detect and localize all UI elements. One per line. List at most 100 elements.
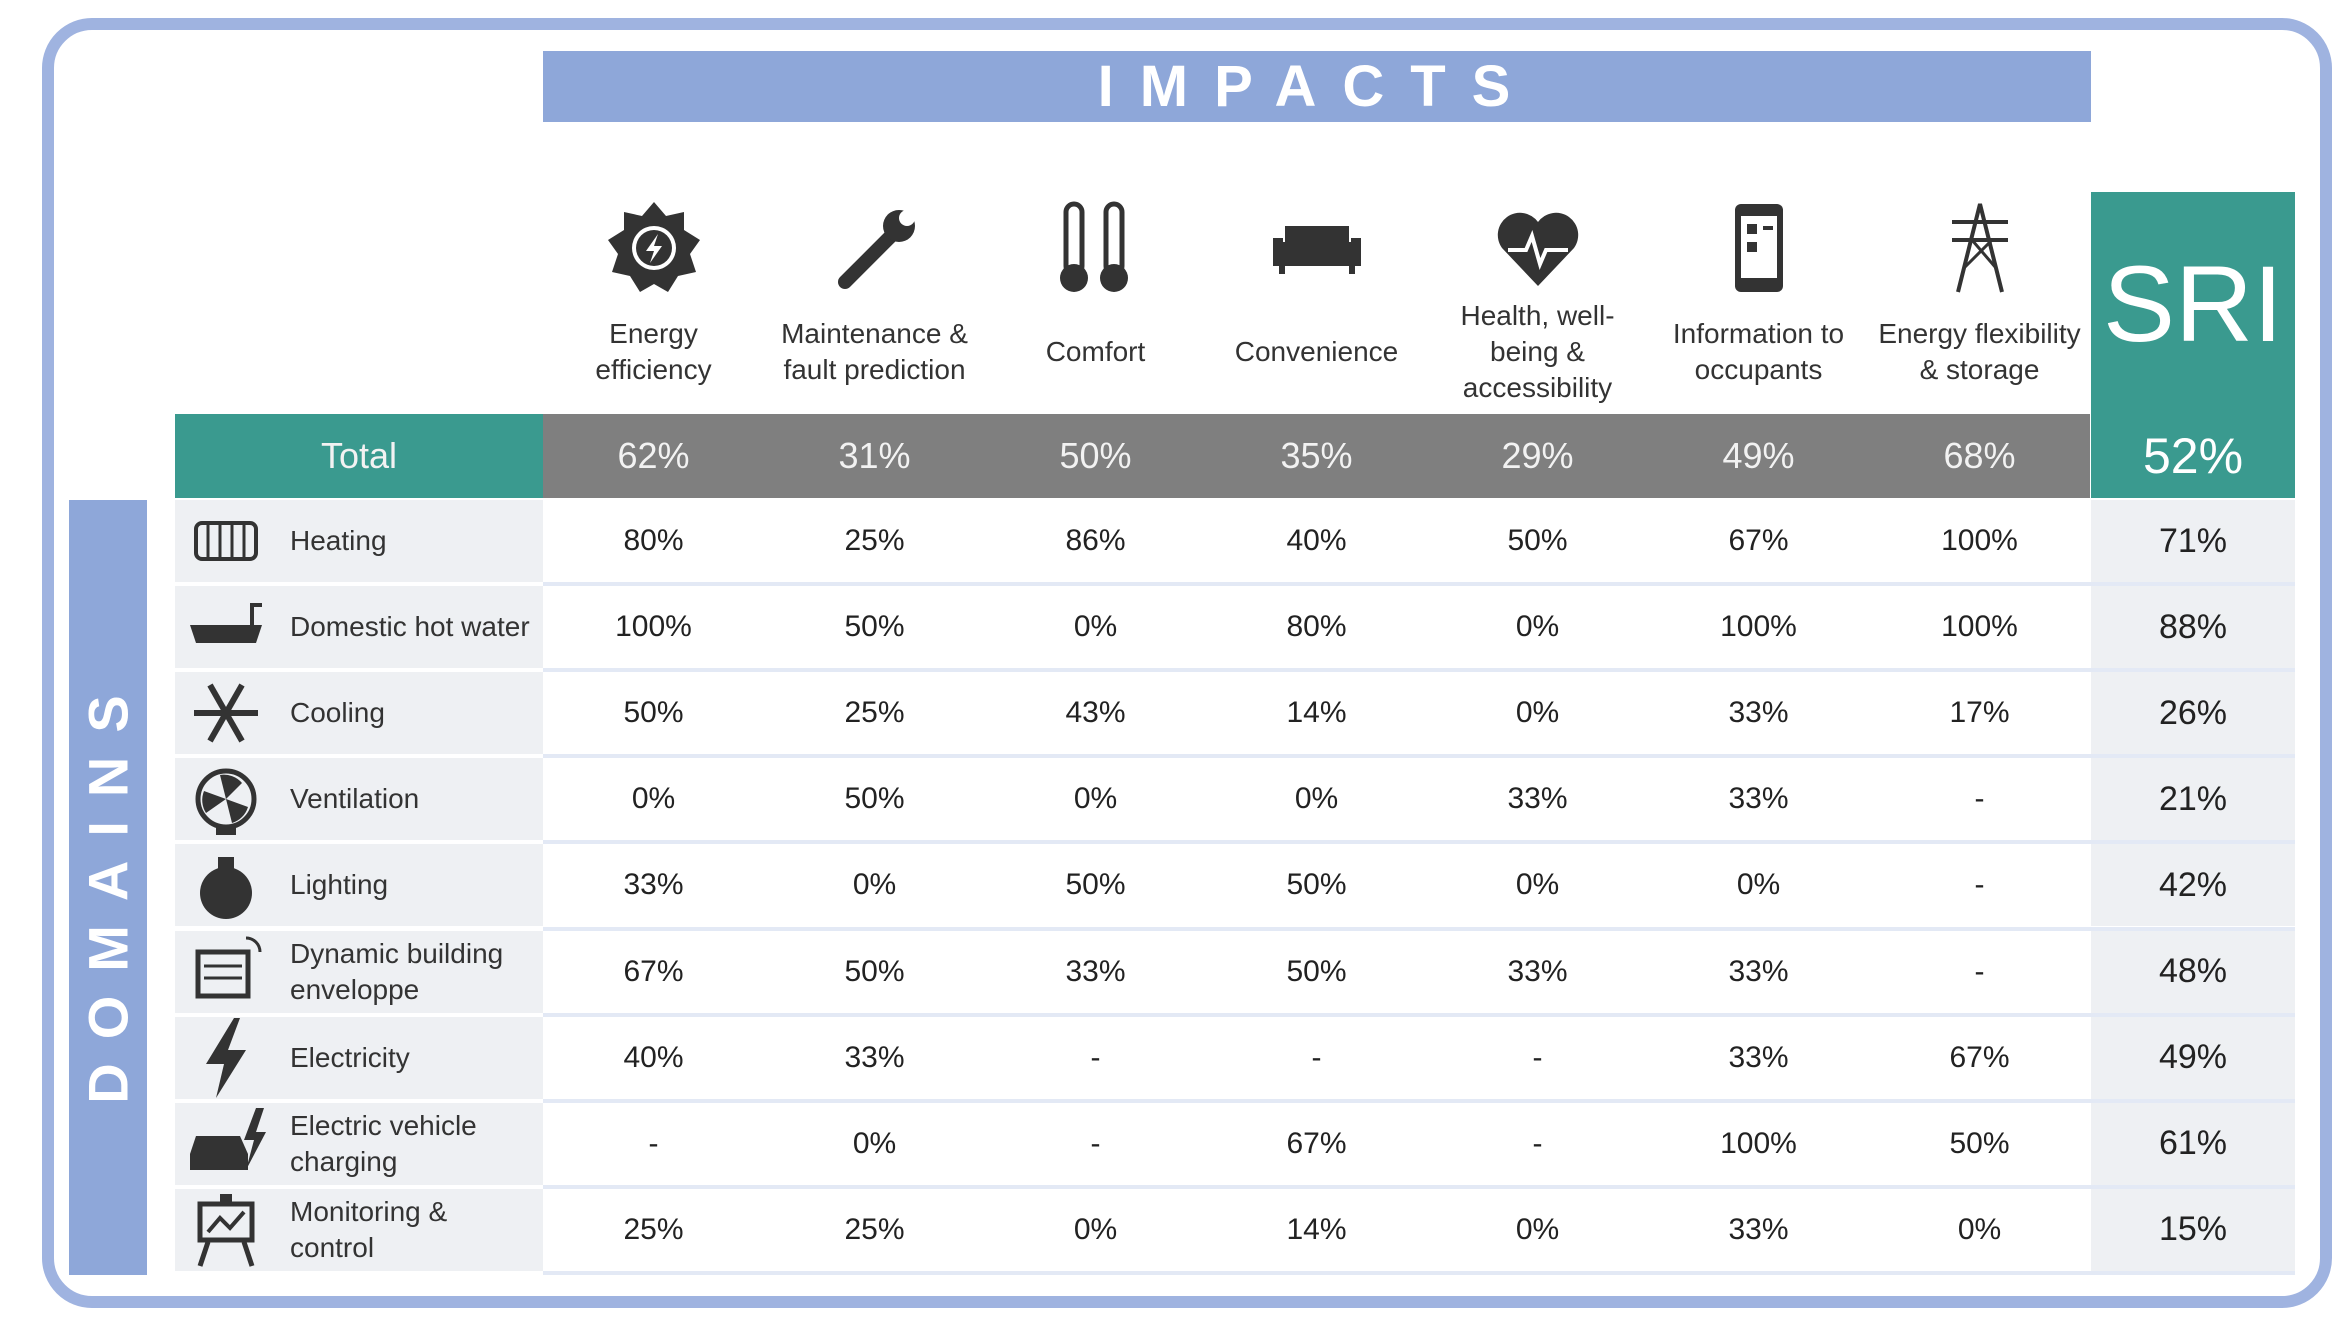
row-separator <box>543 582 2295 587</box>
value-cell: 33% <box>1728 782 1789 816</box>
row-label: Electric vehicle charging <box>175 1102 543 1185</box>
sri-cell: 26% <box>2091 672 2295 755</box>
value-cell: 80% <box>623 524 684 558</box>
sri-cell: 49% <box>2091 1016 2295 1099</box>
value-cell: 100% <box>1941 524 2018 558</box>
value-cell: 14% <box>1286 696 1347 730</box>
value-cell: 0% <box>1515 696 1560 730</box>
value-cell: 80% <box>1286 610 1347 644</box>
column-header: Health, well-being & accessibility <box>1460 300 1615 403</box>
value-cell: 33% <box>1728 954 1789 988</box>
value-cell: 0% <box>852 1126 897 1160</box>
row-background <box>543 586 2090 669</box>
value-cell: - <box>1974 954 1985 988</box>
value-cell: 33% <box>844 1040 905 1074</box>
domain-icon <box>190 603 262 644</box>
column-header: Maintenance & fault prediction <box>781 318 968 385</box>
value-cell: 50% <box>623 696 684 730</box>
sri-header: SRI <box>2091 192 2295 414</box>
row-background <box>543 758 2090 841</box>
domain-icon <box>197 1193 255 1267</box>
value-cell: 14% <box>1286 1212 1347 1246</box>
row-separator <box>543 1184 2295 1189</box>
impact-icon <box>1272 226 1361 274</box>
row-background <box>543 930 2090 1013</box>
total-value: 49% <box>1722 435 1795 476</box>
sri-cell: 88% <box>2091 586 2295 669</box>
value-cell: 0% <box>1515 868 1560 902</box>
row-background <box>543 1016 2090 1099</box>
value-cell: 25% <box>623 1212 684 1246</box>
row-background <box>543 1102 2090 1185</box>
value-cell: 50% <box>1286 868 1347 902</box>
value-cell: 67% <box>1949 1040 2010 1074</box>
row-separator <box>543 840 2295 845</box>
value-cell: 50% <box>1949 1126 2010 1160</box>
value-cell: 0% <box>1073 782 1118 816</box>
value-cell: 33% <box>623 868 684 902</box>
impact-icon <box>1734 204 1783 292</box>
value-cell: - <box>1090 1040 1101 1074</box>
column-header: Comfort <box>1045 336 1146 367</box>
domain-icon <box>194 683 258 743</box>
column-header: Energy flexibility & storage <box>1878 318 2081 385</box>
domain-icon <box>195 936 262 999</box>
row-separator <box>543 754 2295 759</box>
sri-cell: 61% <box>2091 1102 2295 1185</box>
value-cell: 67% <box>1286 1126 1347 1160</box>
row-background <box>543 500 2090 583</box>
value-cell: - <box>648 1126 659 1160</box>
row-separator <box>543 1012 2295 1017</box>
domain-icon <box>200 857 252 920</box>
value-cell: 40% <box>1286 524 1347 558</box>
value-cell: 100% <box>1720 610 1797 644</box>
value-cell: 0% <box>1515 1212 1560 1246</box>
value-cell: 100% <box>615 610 692 644</box>
value-cell: - <box>1974 782 1985 816</box>
impact-icon <box>1059 201 1128 292</box>
total-value: 68% <box>1943 435 2016 476</box>
value-cell: 50% <box>1286 954 1347 988</box>
value-cell: 50% <box>844 954 905 988</box>
value-cell: 0% <box>1294 782 1339 816</box>
row-background <box>543 844 2090 927</box>
value-cell: 67% <box>623 954 684 988</box>
total-value: 62% <box>617 435 690 476</box>
value-cell: 100% <box>1941 610 2018 644</box>
domain-icon <box>190 1107 266 1170</box>
sri-cell: 21% <box>2091 758 2295 841</box>
value-cell: 0% <box>852 868 897 902</box>
value-cell: 0% <box>631 782 676 816</box>
value-cell: 33% <box>1507 782 1568 816</box>
sri-cell: 71% <box>2091 500 2295 583</box>
value-cell: 33% <box>1728 1040 1789 1074</box>
value-cell: - <box>1090 1126 1101 1160</box>
row-background <box>543 1188 2090 1271</box>
impact-icon <box>607 202 700 292</box>
row-separator <box>543 926 2295 931</box>
value-cell: 0% <box>1073 1212 1118 1246</box>
column-header: Energy efficiency <box>595 318 712 385</box>
value-cell: 33% <box>1728 696 1789 730</box>
value-cell: 50% <box>844 782 905 816</box>
impact-icon <box>1951 203 2008 293</box>
value-cell: 40% <box>623 1040 684 1074</box>
sri-cell: 42% <box>2091 844 2295 927</box>
domain-icon <box>206 1017 246 1098</box>
domains-banner: DOMAINS <box>69 500 147 1275</box>
column-header: Information to occupants <box>1672 318 1845 385</box>
value-cell: 0% <box>1515 610 1560 644</box>
value-cell: - <box>1311 1040 1322 1074</box>
row-label: Heating <box>175 500 543 583</box>
value-cell: 86% <box>1065 524 1126 558</box>
total-band <box>543 414 2090 498</box>
impacts-banner: IMPACTS <box>543 51 2091 122</box>
value-cell: 0% <box>1957 1212 2002 1246</box>
domains-label: DOMAINS <box>76 671 140 1104</box>
value-cell: 50% <box>844 610 905 644</box>
sri-cell: 15% <box>2091 1188 2295 1271</box>
value-cell: 0% <box>1073 610 1118 644</box>
row-background <box>543 672 2090 755</box>
value-cell: 17% <box>1949 696 2010 730</box>
